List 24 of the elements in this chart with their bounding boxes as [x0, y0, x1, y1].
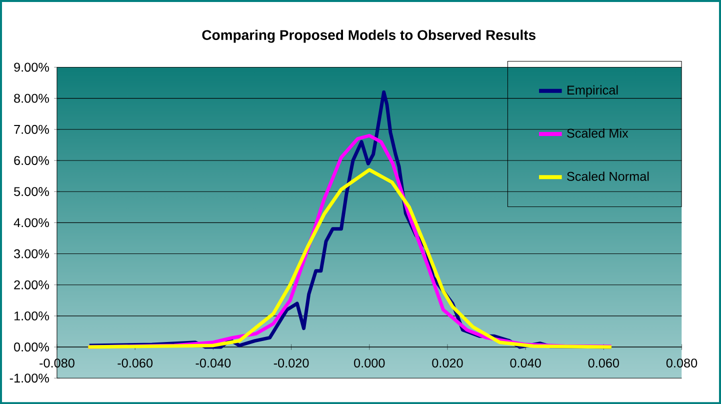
y-tick-label: 8.00% — [14, 94, 49, 103]
legend-label: Empirical — [568, 85, 618, 98]
x-tick-label: 0.020 — [432, 358, 463, 368]
y-tick-label: 5.00% — [14, 187, 49, 196]
x-tick-label: 0.060 — [588, 358, 620, 368]
y-tick-label: 4.00% — [14, 218, 49, 228]
x-tick-label: -0.020 — [274, 358, 309, 368]
legend-label: Scaled Normal — [567, 172, 649, 181]
x-tick-label: -0.060 — [118, 358, 153, 368]
y-tick-label: 7.00% — [14, 124, 49, 134]
y-tick-label: 6.00% — [14, 156, 49, 165]
x-tick-label: -0.080 — [40, 358, 74, 368]
y-tick-label: 0.00% — [14, 342, 49, 352]
chart-title: Comparing Proposed Models to Observed Results — [202, 30, 536, 43]
y-tick-label: 1.00% — [14, 311, 49, 320]
legend-label: Scaled Mix — [567, 128, 628, 138]
y-tick-label: -1.00% — [10, 374, 49, 383]
y-tick-label: 3.00% — [14, 249, 49, 258]
y-tick-label: 9.00% — [14, 62, 49, 72]
y-tick-label: 2.00% — [14, 280, 49, 290]
x-tick-label: 0.080 — [666, 358, 698, 368]
x-tick-label: 0.000 — [354, 358, 385, 368]
x-tick-label: -0.040 — [196, 358, 231, 368]
x-tick-label: 0.040 — [510, 358, 541, 368]
